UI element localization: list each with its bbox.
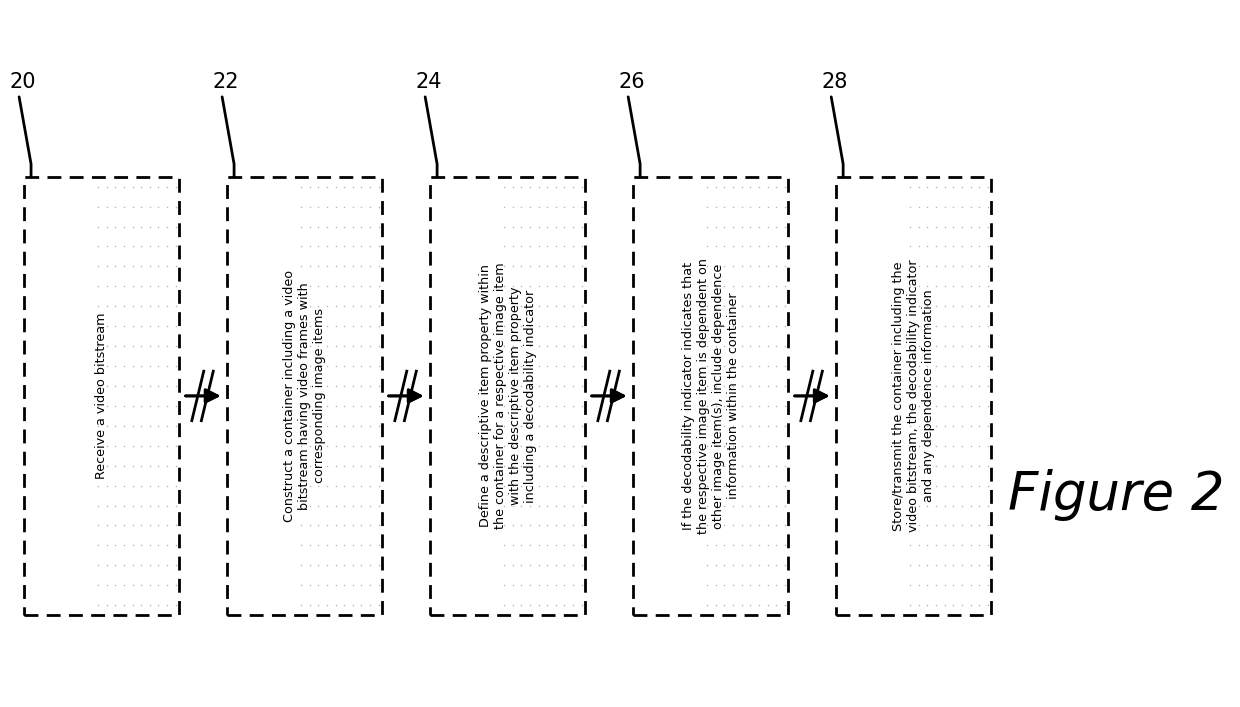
Bar xyxy=(632,177,789,615)
Bar xyxy=(24,177,179,615)
Text: Store/transmit the container including the
video bitstream, the decodability ind: Store/transmit the container including t… xyxy=(892,259,935,532)
Bar xyxy=(635,178,702,614)
Bar xyxy=(836,177,991,615)
Text: Receive a video bitstream: Receive a video bitstream xyxy=(95,312,108,479)
Bar xyxy=(229,178,295,614)
Text: 24: 24 xyxy=(415,72,443,92)
Bar xyxy=(26,178,92,614)
Text: Define a descriptive item property within
the container for a respective image i: Define a descriptive item property withi… xyxy=(479,262,537,530)
Text: Figure 2: Figure 2 xyxy=(1008,469,1225,521)
Text: 22: 22 xyxy=(212,72,239,92)
Text: Construct a container including a video
bitstream having video frames with
corre: Construct a container including a video … xyxy=(283,270,326,522)
Text: 28: 28 xyxy=(822,72,848,92)
Bar xyxy=(433,178,498,614)
Bar xyxy=(227,177,382,615)
Text: If the decodability indicator indicates that
the respective image item is depend: If the decodability indicator indicates … xyxy=(682,258,739,534)
Bar xyxy=(838,178,904,614)
Text: 20: 20 xyxy=(10,72,36,92)
Bar xyxy=(430,177,585,615)
Text: 26: 26 xyxy=(619,72,645,92)
